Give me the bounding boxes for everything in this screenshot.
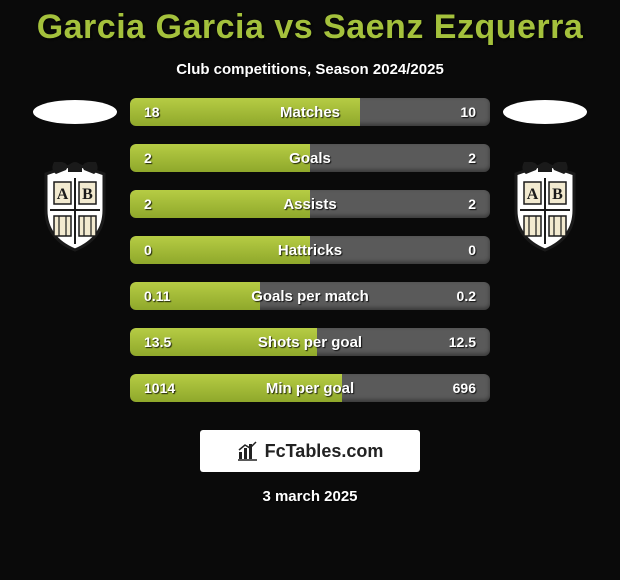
club-badge-left: A B — [36, 160, 114, 254]
stat-row: 0.110.2Goals per match — [130, 282, 490, 310]
shield-icon: A B — [36, 160, 114, 254]
svg-text:B: B — [552, 186, 563, 203]
stat-row: 00Hattricks — [130, 236, 490, 264]
bar-chart-icon — [237, 440, 259, 462]
stat-row: 1014696Min per goal — [130, 374, 490, 402]
shield-icon: A B — [506, 160, 584, 254]
avatar-placeholder — [33, 100, 117, 124]
player-left-col: A B — [20, 98, 130, 254]
stat-label: Goals — [130, 144, 490, 172]
stat-row: 1810Matches — [130, 98, 490, 126]
page-title: Garcia Garcia vs Saenz Ezquerra — [0, 8, 620, 47]
subtitle: Club competitions, Season 2024/2025 — [0, 61, 620, 78]
avatar-placeholder — [503, 100, 587, 124]
svg-text:A: A — [527, 186, 539, 203]
player-right-col: A B — [490, 98, 600, 254]
stat-label: Assists — [130, 190, 490, 218]
stat-label: Shots per goal — [130, 328, 490, 356]
branding-text: FcTables.com — [265, 441, 384, 462]
stat-label: Hattricks — [130, 236, 490, 264]
stats-column: 1810Matches 22Goals 22Assists 00Hattricks 0.… — [130, 98, 490, 402]
date-text: 3 march 2025 — [0, 488, 620, 505]
comparison-card: Garcia Garcia vs Saenz Ezquerra Club com… — [0, 0, 620, 580]
stat-row: 22Goals — [130, 144, 490, 172]
svg-text:A: A — [57, 186, 69, 203]
stat-label: Matches — [130, 98, 490, 126]
main-area: A B 1810Matches 22Goals 22Assists 00Hattric… — [0, 98, 620, 402]
svg-text:B: B — [82, 186, 93, 203]
branding-box[interactable]: FcTables.com — [200, 430, 420, 472]
stat-label: Min per goal — [130, 374, 490, 402]
club-badge-right: A B — [506, 160, 584, 254]
stat-row: 13.512.5Shots per goal — [130, 328, 490, 356]
stat-label: Goals per match — [130, 282, 490, 310]
stat-row: 22Assists — [130, 190, 490, 218]
